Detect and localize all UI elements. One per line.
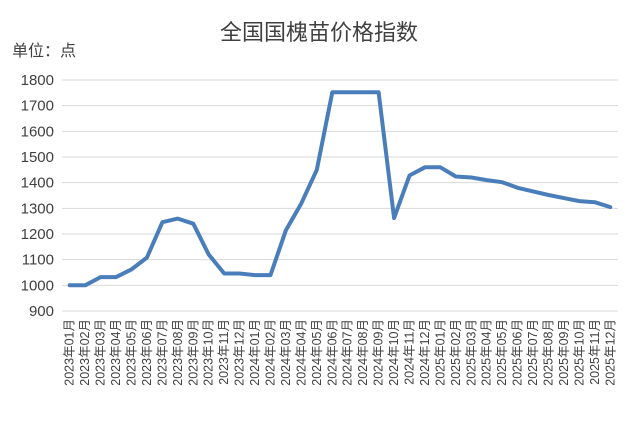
x-tick-label: 2024年10月 — [387, 319, 401, 386]
x-tick-label: 2025年02月 — [449, 319, 463, 386]
x-tick-label: 2024年04月 — [294, 319, 308, 386]
x-tick-label: 2024年01月 — [248, 319, 262, 386]
x-tick-label: 2023年11月 — [217, 319, 231, 385]
x-tick-label: 2025年05月 — [495, 319, 509, 386]
y-axis-ticks: 900 1000 1100 1200 1300 1400 1500 1600 1700 1800 — [21, 72, 54, 320]
x-tick-label: 2023年08月 — [171, 319, 185, 386]
y-tick-label: 1200 — [21, 226, 54, 243]
x-tick-label: 2025年07月 — [526, 319, 540, 386]
x-tick-label: 2025年12月 — [603, 319, 617, 386]
y-tick-label: 1700 — [21, 98, 54, 115]
y-tick-label: 1600 — [21, 123, 54, 140]
unit-label: 单位：点 — [12, 41, 76, 60]
x-tick-label: 2024年02月 — [264, 319, 278, 386]
x-tick-label: 2023年05月 — [125, 319, 139, 386]
x-tick-label: 2025年04月 — [480, 319, 494, 386]
y-tick-label: 1500 — [21, 149, 54, 166]
x-tick-label: 2025年03月 — [464, 319, 478, 386]
y-tick-label: 1300 — [21, 200, 54, 217]
x-tick-label: 2023年06月 — [140, 319, 154, 386]
x-tick-label: 2025年11月 — [588, 319, 602, 385]
x-tick-label: 2023年12月 — [233, 319, 247, 386]
x-tick-label: 2024年03月 — [279, 319, 293, 386]
x-tick-label: 2024年12月 — [418, 319, 432, 386]
x-axis-ticks: 2023年01月 2023年02月 2023年03月 2023年04月 2023年05月… — [63, 319, 618, 386]
x-tick-label: 2023年09月 — [186, 319, 200, 386]
y-tick-label: 1400 — [21, 175, 54, 192]
y-tick-label: 900 — [29, 303, 54, 320]
x-tick-label: 2024年08月 — [356, 319, 370, 386]
y-tick-label: 1800 — [21, 72, 54, 89]
x-tick-label: 2024年09月 — [372, 319, 386, 386]
x-tick-label: 2024年11月 — [403, 319, 417, 385]
x-tick-label: 2023年04月 — [109, 319, 123, 386]
x-tick-label: 2025年06月 — [511, 319, 525, 386]
x-tick-label: 2024年06月 — [325, 319, 339, 386]
gridlines — [62, 79, 618, 312]
x-tick-label: 2025年09月 — [557, 319, 571, 386]
x-tick-label: 2025年08月 — [542, 319, 556, 386]
x-tick-label: 2023年01月 — [63, 319, 77, 386]
x-tick-label: 2025年10月 — [572, 319, 586, 386]
x-tick-label: 2023年03月 — [94, 319, 108, 386]
x-tick-label: 2023年10月 — [202, 319, 216, 386]
chart-title: 全国国槐苗价格指数 — [220, 21, 418, 46]
series-line — [67, 90, 613, 288]
x-tick-label: 2023年07月 — [155, 319, 169, 386]
x-tick-label: 2024年07月 — [341, 319, 355, 386]
x-tick-label: 2025年01月 — [433, 319, 447, 386]
x-tick-label: 2023年02月 — [78, 319, 92, 386]
x-tick-label: 2024年05月 — [310, 319, 324, 386]
y-tick-label: 1000 — [21, 277, 54, 294]
y-tick-label: 1100 — [22, 252, 54, 269]
